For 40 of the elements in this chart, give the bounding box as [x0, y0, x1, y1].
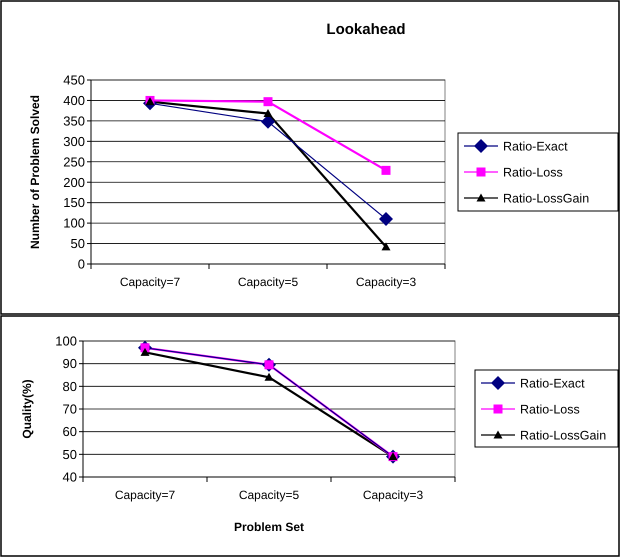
legend-label: Ratio-Loss — [520, 402, 580, 416]
point — [379, 212, 393, 226]
x-tick-label: Capacity=5 — [238, 275, 299, 289]
legend-label: Ratio-Loss — [503, 165, 563, 180]
x-tick-label: Capacity=7 — [120, 275, 181, 289]
y-tick-label: 60 — [62, 424, 77, 440]
point — [264, 97, 272, 106]
y-tick-label: 40 — [62, 470, 77, 485]
y-tick-label: 400 — [63, 92, 85, 108]
y-tick-label: 50 — [70, 236, 85, 252]
point — [382, 242, 390, 250]
y-tick-label: 0 — [78, 256, 85, 272]
point — [140, 348, 150, 356]
point — [264, 109, 272, 118]
x-tick-label: Capacity=7 — [114, 488, 176, 502]
y-tick-label: 100 — [55, 334, 77, 349]
x-tick-label: Capacity=5 — [238, 488, 300, 502]
y-tick-label: 150 — [63, 195, 85, 210]
x-axis-title: Problem Set — [234, 520, 304, 534]
chart-title: Lookahead — [326, 21, 406, 38]
x-tick-label: Capacity=3 — [362, 488, 424, 502]
legend-label: Ratio-Exact — [520, 376, 586, 390]
y-tick-label: 90 — [62, 356, 77, 372]
y-tick-label: 300 — [63, 134, 85, 149]
y-axis-title: Number of Problem Solved — [28, 94, 42, 250]
y-tick-label: 450 — [63, 72, 85, 88]
y-axis-title: Quality(%) — [20, 379, 34, 439]
legend-label: Ratio-LossGain — [503, 191, 590, 206]
point — [264, 372, 274, 381]
legend-label: Ratio-Exact — [503, 139, 568, 154]
y-tick-label: 50 — [62, 446, 77, 462]
y-tick-label: 70 — [62, 402, 77, 417]
y-tick-label: 80 — [62, 378, 77, 394]
y-tick-label: 250 — [63, 154, 85, 170]
x-tick-label: Capacity=3 — [356, 275, 417, 289]
y-tick-label: 350 — [63, 113, 85, 128]
y-tick-label: 200 — [63, 174, 85, 190]
point — [382, 166, 390, 175]
y-tick-label: 100 — [63, 216, 85, 231]
legend-label: Ratio-LossGain — [520, 428, 606, 442]
